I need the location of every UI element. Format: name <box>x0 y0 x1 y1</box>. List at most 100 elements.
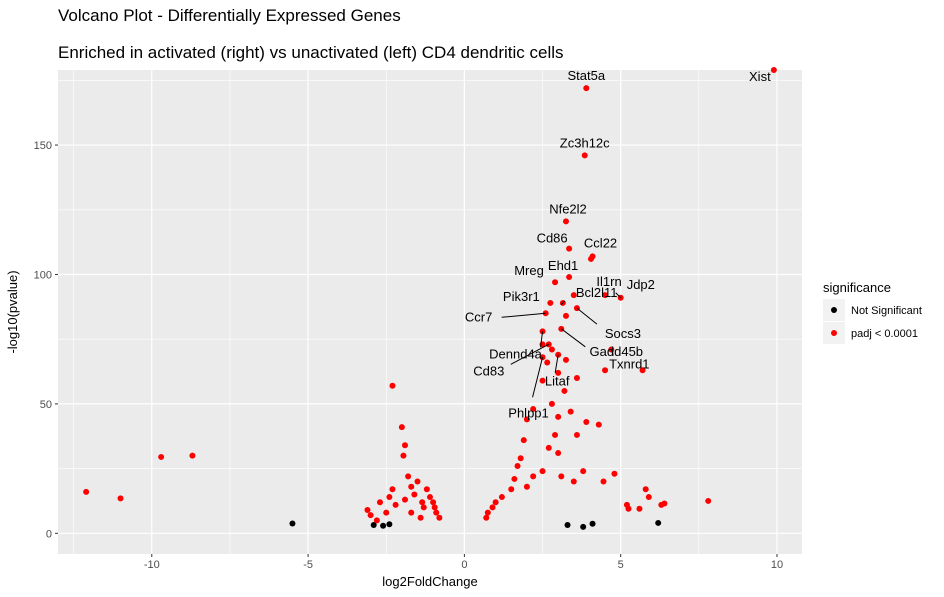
gene-label-nfe2l2: Nfe2l2 <box>549 201 587 216</box>
point-significant <box>545 444 552 451</box>
y-axis-label: -log10(pvalue) <box>5 270 20 353</box>
point-significant <box>408 509 415 516</box>
point-significant <box>770 67 777 73</box>
gene-label-ccl22: Ccl22 <box>584 235 617 250</box>
point-significant <box>548 400 555 407</box>
point-significant <box>583 419 590 425</box>
leader-line-phlpp1 <box>532 357 544 398</box>
leader-line-bcl2l11 <box>560 300 566 306</box>
point-significant <box>423 486 430 493</box>
point-significant <box>417 514 424 521</box>
point-significant <box>511 475 518 482</box>
legend: significance Not Significant padj < 0.00… <box>823 280 922 344</box>
point-significant <box>386 494 393 501</box>
gene-label-il1rn: Il1rn <box>596 274 621 289</box>
gene-label-stat5a: Stat5a <box>568 68 606 83</box>
point-not-significant <box>380 522 387 529</box>
x-tick-label: 0 <box>461 559 467 571</box>
point-significant <box>561 387 568 394</box>
chart-subtitle: Enriched in activated (right) vs unactiv… <box>58 43 564 62</box>
point-significant <box>517 455 524 462</box>
point-significant <box>547 299 554 306</box>
point-significant <box>508 486 515 493</box>
point-significant <box>602 292 609 299</box>
point-significant <box>520 437 527 444</box>
leader-line-litaf <box>554 354 559 373</box>
point-significant <box>583 85 590 92</box>
point-significant <box>430 499 437 506</box>
point-significant <box>389 486 396 493</box>
point-significant <box>389 382 396 389</box>
plot-panel <box>58 70 802 554</box>
y-tick-label: 0 <box>46 528 52 540</box>
leader-line-ccr7 <box>501 312 546 318</box>
point-significant <box>562 218 569 225</box>
gene-labels: Xist Stat5a Zc3h12c Nfe2l2 Cd86 Ccl22 Ehd1 Mreg… <box>465 68 771 420</box>
point-significant <box>566 274 573 281</box>
gene-label-jdp2: Jdp2 <box>627 277 655 292</box>
point-significant <box>570 478 577 485</box>
point-significant <box>539 468 546 475</box>
gene-label-ehd1: Ehd1 <box>548 258 578 273</box>
point-significant <box>414 478 421 485</box>
point-significant <box>498 494 505 501</box>
point-significant <box>427 494 433 501</box>
point-significant <box>567 408 574 415</box>
point-significant <box>514 463 521 469</box>
point-significant <box>158 453 165 460</box>
point-significant <box>562 312 569 319</box>
y-tick-label: 150 <box>34 140 52 152</box>
point-significant <box>570 292 577 299</box>
point-significant <box>530 473 537 480</box>
point-not-significant <box>580 523 587 530</box>
point-not-significant <box>564 522 571 529</box>
point-significant <box>189 452 196 459</box>
gene-label-pik3r1: Pik3r1 <box>503 289 540 304</box>
point-significant <box>625 505 632 512</box>
legend-title: significance <box>823 280 891 295</box>
gene-label-litaf: Litaf <box>545 374 570 389</box>
point-significant <box>408 483 415 490</box>
point-significant <box>401 496 408 503</box>
point-significant <box>602 367 609 374</box>
data-points <box>83 67 777 530</box>
legend-marker-significant <box>831 330 837 336</box>
x-axis-ticks: -10 -5 0 5 10 <box>144 554 783 571</box>
point-significant <box>658 501 665 508</box>
point-significant <box>555 450 562 457</box>
major-gridlines <box>58 70 802 554</box>
point-significant <box>573 375 580 381</box>
point-significant <box>419 499 426 506</box>
gene-label-zc3h12c: Zc3h12c <box>560 135 610 150</box>
point-significant <box>83 488 90 495</box>
gene-label-txnrd1: Txnrd1 <box>609 357 649 372</box>
x-tick-label: -5 <box>303 559 313 571</box>
point-significant <box>552 279 559 286</box>
x-tick-label: 10 <box>771 559 783 571</box>
y-tick-label: 100 <box>34 269 52 281</box>
point-significant <box>411 491 418 498</box>
point-significant <box>483 514 490 521</box>
point-not-significant <box>589 520 596 527</box>
point-significant <box>555 369 562 376</box>
x-tick-label: -10 <box>144 559 160 571</box>
leader-line-txnrd1 <box>610 349 614 356</box>
point-significant <box>401 442 408 449</box>
point-significant <box>433 509 440 516</box>
gene-label-cd86: Cd86 <box>537 231 568 246</box>
point-significant <box>552 431 559 438</box>
point-significant <box>600 478 607 485</box>
point-significant <box>530 406 537 413</box>
point-significant <box>611 470 618 477</box>
point-significant <box>581 152 588 159</box>
point-significant <box>405 473 412 480</box>
point-significant <box>558 473 565 480</box>
legend-label-not-significant: Not Significant <box>851 305 922 317</box>
leader-line-gadd45b <box>560 328 586 348</box>
leader-line-cd83 <box>510 343 550 365</box>
point-significant <box>595 421 602 428</box>
point-significant <box>117 495 124 502</box>
point-significant <box>398 424 405 431</box>
label-leader-lines <box>501 292 622 398</box>
